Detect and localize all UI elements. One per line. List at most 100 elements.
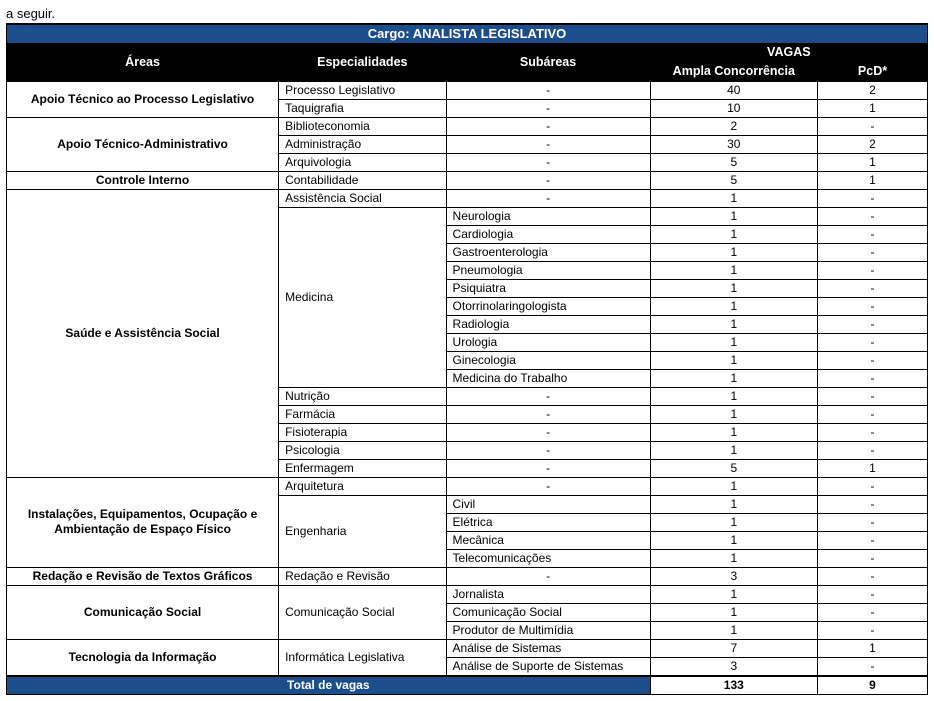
area-cell: Controle Interno bbox=[7, 171, 279, 189]
ampla-cell: 1 bbox=[650, 243, 817, 261]
table-row: Apoio Técnico ao Processo LegislativoPro… bbox=[7, 81, 928, 99]
col-header-ampla: Ampla Concorrência bbox=[650, 62, 817, 81]
especialidade-cell: Arquivologia bbox=[279, 153, 446, 171]
subarea-cell: - bbox=[446, 387, 650, 405]
subarea-cell: Otorrinolaringologista bbox=[446, 297, 650, 315]
especialidade-cell: Redação e Revisão bbox=[279, 567, 446, 585]
pcd-cell: - bbox=[818, 477, 928, 495]
ampla-cell: 1 bbox=[650, 297, 817, 315]
pcd-cell: - bbox=[818, 495, 928, 513]
pcd-cell: 2 bbox=[818, 81, 928, 99]
subarea-cell: - bbox=[446, 405, 650, 423]
ampla-cell: 1 bbox=[650, 387, 817, 405]
ampla-cell: 40 bbox=[650, 81, 817, 99]
area-cell: Apoio Técnico-Administrativo bbox=[7, 117, 279, 171]
ampla-cell: 1 bbox=[650, 441, 817, 459]
ampla-cell: 1 bbox=[650, 423, 817, 441]
subarea-cell: Jornalista bbox=[446, 585, 650, 603]
page-fragment-text: a seguir. bbox=[6, 6, 928, 21]
ampla-cell: 1 bbox=[650, 207, 817, 225]
subarea-cell: Telecomunicações bbox=[446, 549, 650, 567]
ampla-cell: 1 bbox=[650, 603, 817, 621]
col-header-subareas: Subáreas bbox=[446, 44, 650, 81]
pcd-cell: - bbox=[818, 333, 928, 351]
ampla-cell: 3 bbox=[650, 657, 817, 676]
subarea-cell: Neurologia bbox=[446, 207, 650, 225]
especialidade-cell: Assistência Social bbox=[279, 189, 446, 207]
subarea-cell: Medicina do Trabalho bbox=[446, 369, 650, 387]
ampla-cell: 3 bbox=[650, 567, 817, 585]
pcd-cell: - bbox=[818, 531, 928, 549]
col-header-vagas: VAGAS bbox=[650, 44, 927, 63]
cargo-header: Cargo: ANALISTA LEGISLATIVO bbox=[7, 24, 928, 44]
subarea-cell: - bbox=[446, 81, 650, 99]
subarea-cell: Civil bbox=[446, 495, 650, 513]
subarea-cell: - bbox=[446, 171, 650, 189]
especialidade-cell: Psicologia bbox=[279, 441, 446, 459]
especialidade-cell: Informática Legislativa bbox=[279, 639, 446, 676]
especialidade-cell: Enfermagem bbox=[279, 459, 446, 477]
pcd-cell: - bbox=[818, 117, 928, 135]
pcd-cell: - bbox=[818, 621, 928, 639]
pcd-cell: - bbox=[818, 549, 928, 567]
subarea-cell: Análise de Suporte de Sistemas bbox=[446, 657, 650, 676]
vagas-table: Cargo: ANALISTA LEGISLATIVO Áreas Especi… bbox=[6, 23, 928, 695]
pcd-cell: - bbox=[818, 657, 928, 676]
table-row: Redação e Revisão de Textos GráficosReda… bbox=[7, 567, 928, 585]
especialidade-cell: Comunicação Social bbox=[279, 585, 446, 639]
especialidade-cell: Engenharia bbox=[279, 495, 446, 567]
subarea-cell: - bbox=[446, 459, 650, 477]
col-header-especialidades: Especialidades bbox=[279, 44, 446, 81]
pcd-cell: 1 bbox=[818, 99, 928, 117]
subarea-cell: Gastroenterologia bbox=[446, 243, 650, 261]
ampla-cell: 5 bbox=[650, 153, 817, 171]
table-row: Controle InternoContabilidade-51 bbox=[7, 171, 928, 189]
pcd-cell: - bbox=[818, 423, 928, 441]
especialidade-cell: Nutrição bbox=[279, 387, 446, 405]
ampla-cell: 1 bbox=[650, 225, 817, 243]
ampla-cell: 1 bbox=[650, 369, 817, 387]
pcd-cell: 2 bbox=[818, 135, 928, 153]
area-cell: Tecnologia da Informação bbox=[7, 639, 279, 676]
table-row: Instalações, Equipamentos, Ocupação e Am… bbox=[7, 477, 928, 495]
pcd-cell: - bbox=[818, 351, 928, 369]
subarea-cell: - bbox=[446, 135, 650, 153]
total-row: Total de vagas 133 9 bbox=[7, 676, 928, 695]
pcd-cell: - bbox=[818, 243, 928, 261]
pcd-cell: - bbox=[818, 189, 928, 207]
subarea-cell: - bbox=[446, 153, 650, 171]
pcd-cell: 1 bbox=[818, 153, 928, 171]
ampla-cell: 1 bbox=[650, 261, 817, 279]
ampla-cell: 1 bbox=[650, 333, 817, 351]
subarea-cell: Cardiologia bbox=[446, 225, 650, 243]
subarea-cell: Radiologia bbox=[446, 315, 650, 333]
ampla-cell: 5 bbox=[650, 459, 817, 477]
ampla-cell: 1 bbox=[650, 531, 817, 549]
ampla-cell: 2 bbox=[650, 117, 817, 135]
subarea-cell: Elétrica bbox=[446, 513, 650, 531]
col-header-areas: Áreas bbox=[7, 44, 279, 81]
ampla-cell: 1 bbox=[650, 621, 817, 639]
subarea-cell: - bbox=[446, 99, 650, 117]
subarea-cell: Psiquiatra bbox=[446, 279, 650, 297]
subarea-cell: Pneumologia bbox=[446, 261, 650, 279]
total-pcd: 9 bbox=[818, 676, 928, 695]
pcd-cell: - bbox=[818, 369, 928, 387]
pcd-cell: - bbox=[818, 387, 928, 405]
pcd-cell: - bbox=[818, 207, 928, 225]
pcd-cell: - bbox=[818, 225, 928, 243]
ampla-cell: 1 bbox=[650, 189, 817, 207]
ampla-cell: 1 bbox=[650, 495, 817, 513]
especialidade-cell: Contabilidade bbox=[279, 171, 446, 189]
pcd-cell: 1 bbox=[818, 639, 928, 657]
pcd-cell: 1 bbox=[818, 459, 928, 477]
area-cell: Apoio Técnico ao Processo Legislativo bbox=[7, 81, 279, 117]
pcd-cell: - bbox=[818, 279, 928, 297]
ampla-cell: 1 bbox=[650, 477, 817, 495]
subarea-cell: - bbox=[446, 567, 650, 585]
pcd-cell: - bbox=[818, 261, 928, 279]
area-cell: Redação e Revisão de Textos Gráficos bbox=[7, 567, 279, 585]
pcd-cell: 1 bbox=[818, 171, 928, 189]
subarea-cell: - bbox=[446, 117, 650, 135]
area-cell: Saúde e Assistência Social bbox=[7, 189, 279, 477]
